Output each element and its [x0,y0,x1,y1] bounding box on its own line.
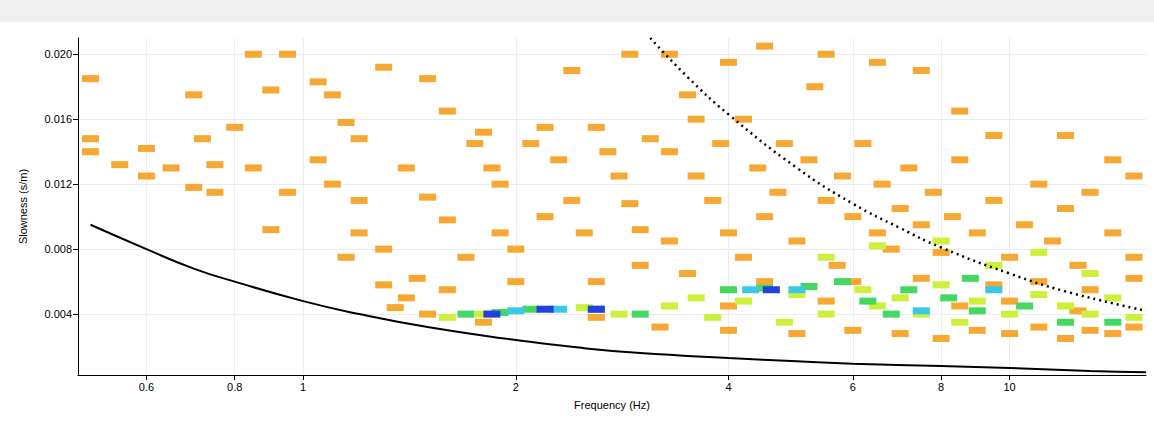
svg-text:6: 6 [850,381,856,393]
svg-text:0.008: 0.008 [44,243,72,255]
svg-text:0.8: 0.8 [227,381,242,393]
svg-text:0.012: 0.012 [44,178,72,190]
svg-text:0.6: 0.6 [139,381,154,393]
svg-text:0.004: 0.004 [44,308,72,320]
svg-text:Slowness (s/m): Slowness (s/m) [17,169,29,244]
svg-text:0.020: 0.020 [44,48,72,60]
svg-text:0.016: 0.016 [44,113,72,125]
svg-text:10: 10 [1003,381,1015,393]
svg-text:Frequency (Hz): Frequency (Hz) [574,399,650,411]
svg-text:8: 8 [938,381,944,393]
svg-text:1: 1 [300,381,306,393]
svg-text:2: 2 [513,381,519,393]
svg-text:4: 4 [725,381,731,393]
